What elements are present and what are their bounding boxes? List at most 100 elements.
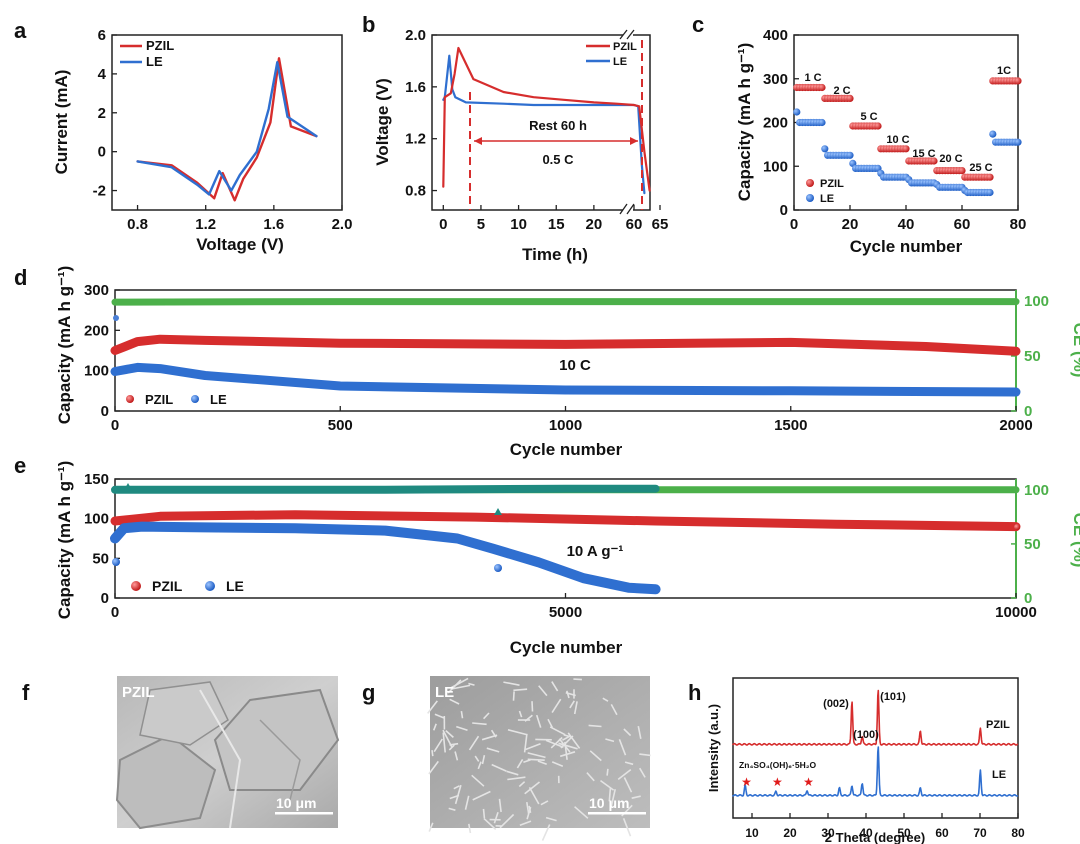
sem-flake <box>448 807 456 811</box>
chart-b-legend-pzil: PZIL <box>613 41 637 53</box>
chart-b-rest-label: Rest 60 h <box>529 118 587 133</box>
sem-flake <box>491 763 507 772</box>
chart-c-point-le <box>793 108 801 116</box>
chart-d-legend-marker-pzil <box>126 395 134 403</box>
chart-c-ytick: 200 <box>763 115 788 132</box>
chart-h-peak-label-101: (101) <box>880 691 906 703</box>
sem-flake <box>482 808 486 819</box>
sem-flake <box>624 761 634 766</box>
sem-flake <box>610 704 618 716</box>
chart-d-y2tick: 100 <box>1024 293 1049 310</box>
sem-flake <box>507 776 526 781</box>
chart-c-xtick: 40 <box>898 216 915 233</box>
sem-flake <box>608 787 612 802</box>
chart-c-point-le <box>821 145 829 153</box>
chart-b-xtick: 20 <box>586 216 603 233</box>
panel-letter-b: b <box>362 12 375 37</box>
chart-e-frame <box>114 478 1017 599</box>
sem-flake <box>565 691 576 697</box>
sem-flake <box>528 787 540 805</box>
chart-b-xtick: 5 <box>477 216 485 233</box>
sem-flake <box>631 795 641 799</box>
sem-flake <box>503 681 520 686</box>
sem-flake <box>450 684 471 690</box>
chart-b-ylabel: Voltage (V) <box>373 78 392 166</box>
sem-flake <box>605 738 615 743</box>
sem-flake <box>588 724 602 728</box>
chart-a-ytick: -2 <box>93 183 106 200</box>
chart-h-peak-label-002: (002) <box>823 698 849 710</box>
chart-c-point-pzil <box>846 94 854 102</box>
sem-flake <box>622 818 632 837</box>
sem-flake <box>431 749 434 757</box>
chart-b-series-pzil <box>442 46 651 192</box>
chart-b-xtick: 15 <box>548 216 565 233</box>
chart-b-frame <box>431 34 651 211</box>
sem-flake <box>550 736 563 749</box>
chart-e-outlier-ce-2 <box>494 508 502 515</box>
sem-flake <box>464 795 470 810</box>
chart-h-peak-label-100: (100) <box>853 729 879 741</box>
sem-flake <box>498 798 502 813</box>
sem-flake <box>448 744 455 751</box>
sem-flake <box>486 747 500 753</box>
sem-flake <box>481 734 498 741</box>
sem-flake <box>507 729 527 736</box>
sem-flake <box>574 806 589 819</box>
chart-b-rate-label: 0.5 C <box>542 152 574 167</box>
sem-flake <box>528 805 532 814</box>
sem-flake <box>456 725 468 732</box>
chart-c-ylabel: Capacity (mA h g⁻¹) <box>735 43 754 202</box>
chart-a-xtick: 1.2 <box>195 216 216 233</box>
sem-scale-pzil: 10 μm <box>276 795 316 811</box>
chart-d-xtick: 500 <box>328 417 353 434</box>
chart-h-legend-pzil: PZIL <box>986 719 1010 731</box>
sem-flake <box>483 712 490 720</box>
chart-c-point-le <box>986 188 994 197</box>
sem-flake <box>428 822 434 832</box>
chart-d-series-le <box>110 362 1021 397</box>
sem-flake <box>445 730 454 738</box>
sem-flake <box>519 820 532 827</box>
sem-flake <box>493 812 499 824</box>
chart-e-legend-pzil: PZIL <box>152 578 183 594</box>
sem-flake <box>477 761 482 770</box>
sem-flake <box>545 739 564 748</box>
chart-d-series-ce <box>111 298 1020 306</box>
chart-e-xtick: 5000 <box>549 604 582 621</box>
chart-e-legend-marker-pzil <box>131 581 141 591</box>
sem-flake <box>518 710 523 718</box>
chart-c-point-pzil <box>902 145 910 153</box>
chart-a: 0.8 1.2 1.6 2.0 -2 0 2 4 6 PZIL LE Voltage (V) C… <box>52 27 352 254</box>
sem-flake <box>566 690 570 699</box>
chart-d-ytick: 0 <box>101 403 109 420</box>
chart-c-ytick: 400 <box>763 27 788 44</box>
sem-flake <box>453 785 460 790</box>
sem-flake <box>518 781 526 788</box>
chart-c-xtick: 80 <box>1010 216 1027 233</box>
sem-flake <box>623 777 633 793</box>
chart-d-outlier <box>113 315 119 321</box>
panel-letter-g: g <box>362 680 375 705</box>
sem-flake <box>449 698 460 705</box>
sem-flake <box>506 770 519 776</box>
chart-c-point-pzil <box>958 167 966 175</box>
sem-flake <box>454 751 459 761</box>
chart-c-legend-marker-le <box>806 194 814 202</box>
chart-a-xtick: 1.6 <box>263 216 284 233</box>
chart-e-series-le-ce <box>111 484 660 494</box>
chart-a-legend-pzil: PZIL <box>146 38 174 53</box>
sem-flake <box>589 750 602 762</box>
chart-e-ytick: 50 <box>92 550 109 567</box>
sem-flake <box>551 698 562 714</box>
sem-flake <box>551 761 564 768</box>
sem-flake <box>433 738 443 753</box>
chart-c-legend-pzil: PZIL <box>820 178 844 190</box>
sem-flake <box>558 742 578 750</box>
chart-a-series-pzil <box>136 57 318 202</box>
sem-flake <box>454 784 462 805</box>
sem-flake <box>586 772 595 782</box>
sem-flake <box>432 723 437 731</box>
chart-c-ytick: 300 <box>763 71 788 88</box>
panel-letter-c: c <box>692 12 704 37</box>
